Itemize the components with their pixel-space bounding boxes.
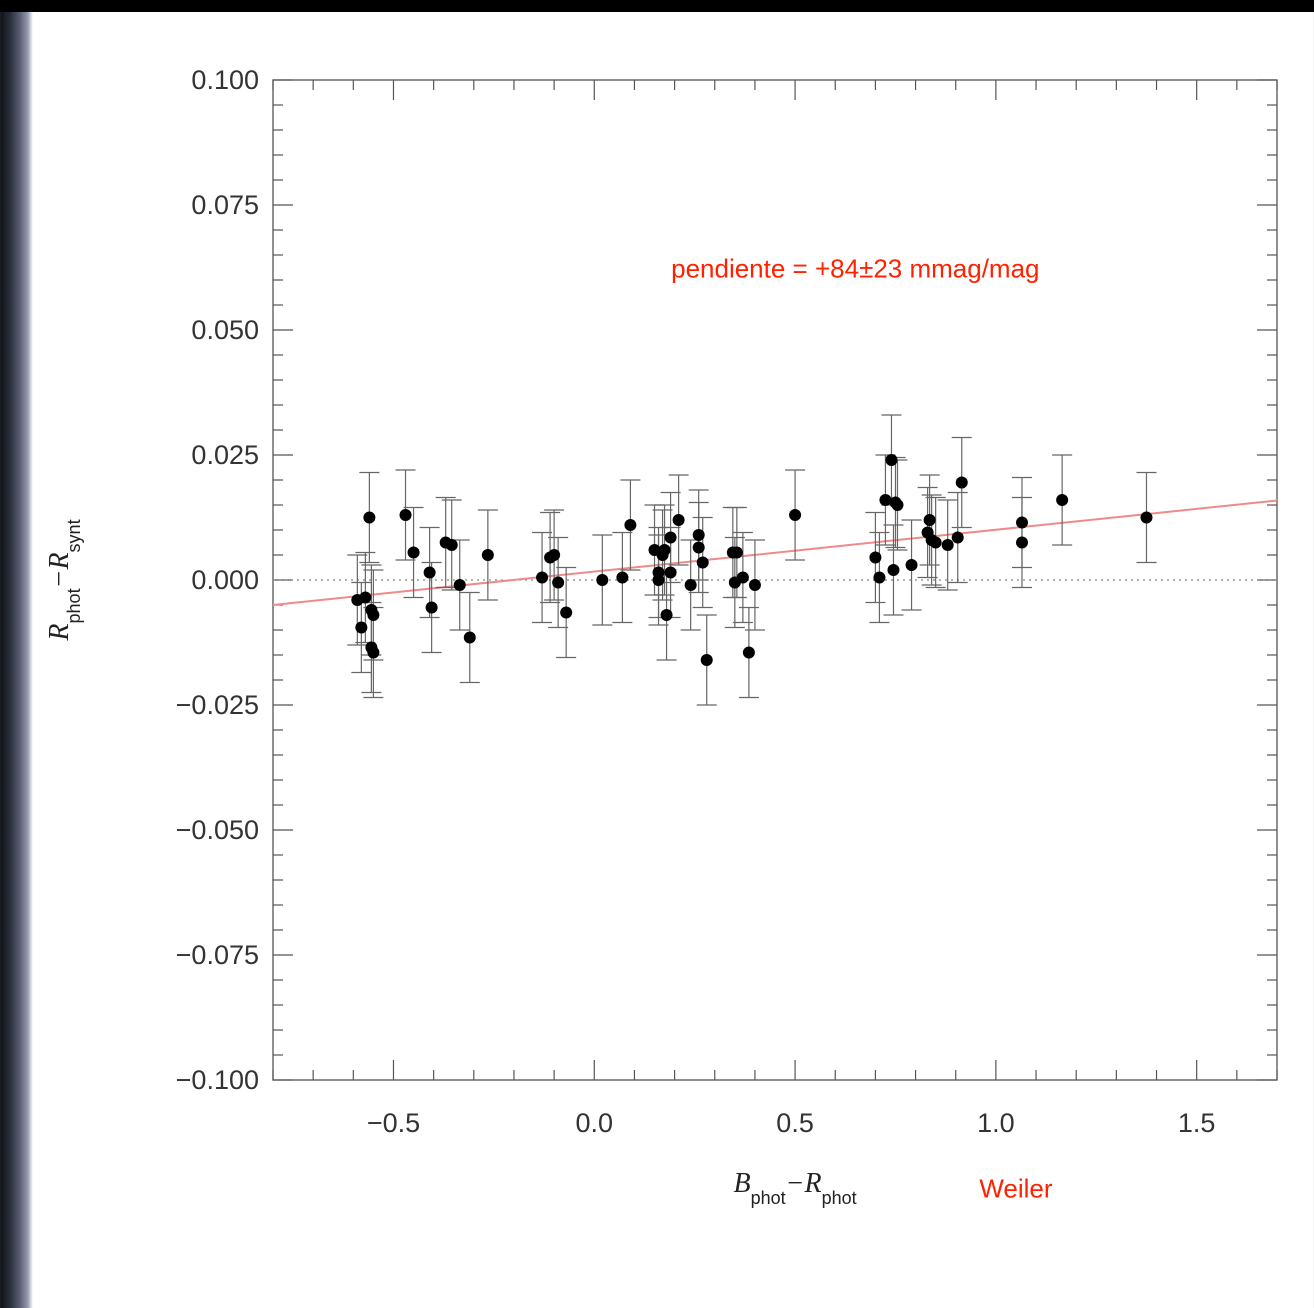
data-point	[873, 571, 886, 584]
data-point	[407, 546, 420, 559]
axes: −0.5 0.0 0.5 1.0 1.5 0.100 0.075 0.050 0.025 0.00…	[176, 65, 1278, 1138]
data-point	[660, 609, 673, 621]
data-point	[929, 536, 942, 549]
data-point	[1015, 516, 1028, 529]
data-point	[684, 579, 697, 591]
data-point	[923, 514, 936, 526]
data-point	[1140, 511, 1153, 524]
data-point	[891, 499, 904, 511]
y-tick-label: −0.075	[176, 940, 259, 970]
source-annotation: Weiler	[979, 1174, 1053, 1204]
x-tick-label: 0.5	[776, 1108, 814, 1138]
annotations: pendiente = +84±23 mmag/mag Weiler	[671, 254, 1053, 1204]
data-point	[560, 606, 573, 619]
data-point	[463, 631, 476, 644]
data-point	[692, 529, 705, 541]
data-point	[359, 591, 372, 604]
data-point	[624, 519, 637, 531]
data-point	[664, 531, 677, 544]
data-point	[1056, 494, 1069, 506]
data-point	[596, 574, 609, 586]
x-axis-label: Bphot−Rphot	[733, 1168, 856, 1208]
data-point	[367, 609, 380, 621]
y-tick-label: 0.075	[191, 190, 259, 220]
data-point	[748, 579, 761, 591]
data-point	[399, 509, 412, 521]
data-point	[445, 539, 458, 551]
data-point	[425, 601, 438, 614]
y-tick-label: 0.025	[191, 440, 259, 470]
data-point	[789, 509, 802, 521]
data-point	[548, 549, 561, 561]
data-point	[367, 646, 380, 659]
x-tick-label: 1.0	[977, 1108, 1015, 1138]
data-point	[951, 531, 964, 544]
y-tick-label: 0.000	[191, 565, 259, 595]
y-tick-label: 0.050	[191, 315, 259, 345]
data-point	[742, 646, 755, 659]
data-point	[423, 566, 436, 579]
data-point	[355, 621, 368, 634]
data-point	[536, 571, 549, 584]
data-point	[696, 556, 709, 569]
data-point	[869, 551, 882, 564]
slope-annotation: pendiente = +84±23 mmag/mag	[671, 254, 1039, 284]
regression-line	[272, 499, 1278, 606]
axis-labels: Bphot−Rphot Rphot−Rsynt	[44, 519, 857, 1208]
data-point	[941, 539, 954, 551]
data-point	[700, 654, 713, 666]
data-point	[730, 546, 743, 559]
data-point	[652, 574, 665, 586]
data-point	[363, 511, 376, 524]
fit-line	[272, 499, 1278, 606]
data-point	[736, 571, 749, 584]
y-tick-label: −0.050	[176, 815, 259, 845]
y-tick-label: −0.100	[176, 1065, 259, 1095]
data-point	[1015, 536, 1028, 549]
data-point	[664, 566, 677, 579]
data-point	[885, 454, 898, 466]
data-point	[955, 476, 968, 489]
error-bars	[347, 414, 1157, 706]
y-axis-label: Rphot−Rsynt	[44, 519, 84, 641]
x-tick-label: −0.5	[367, 1108, 420, 1138]
data-point	[453, 579, 466, 591]
y-tick-label: 0.100	[191, 65, 259, 95]
x-tick-label: 1.5	[1178, 1108, 1216, 1138]
x-tick-label: 0.0	[576, 1108, 614, 1138]
data-point	[879, 494, 892, 506]
data-point	[692, 541, 705, 554]
data-point	[905, 559, 918, 571]
data-point	[672, 514, 685, 526]
data-point	[552, 576, 565, 589]
data-point	[887, 564, 900, 576]
data-point	[616, 571, 629, 584]
data-points	[351, 454, 1153, 666]
data-point	[658, 544, 671, 556]
data-point	[481, 549, 494, 561]
window-top-edge	[0, 0, 1314, 12]
y-tick-label: −0.025	[176, 690, 259, 720]
